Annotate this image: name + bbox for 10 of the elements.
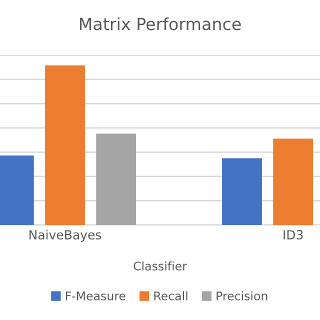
chart-title: Matrix Performance [80, 17, 241, 30]
bar [96, 134, 136, 225]
x-axis-title: Classifier [134, 261, 187, 270]
bar [273, 138, 314, 225]
bar [45, 65, 85, 225]
legend-label: Precision [216, 291, 268, 300]
legend-label: F-Measure [66, 292, 126, 300]
x-tick-label: ID3 [284, 230, 303, 240]
x-tick-label: NaiveBayes [30, 230, 102, 242]
legend-label: Recall [154, 291, 188, 300]
